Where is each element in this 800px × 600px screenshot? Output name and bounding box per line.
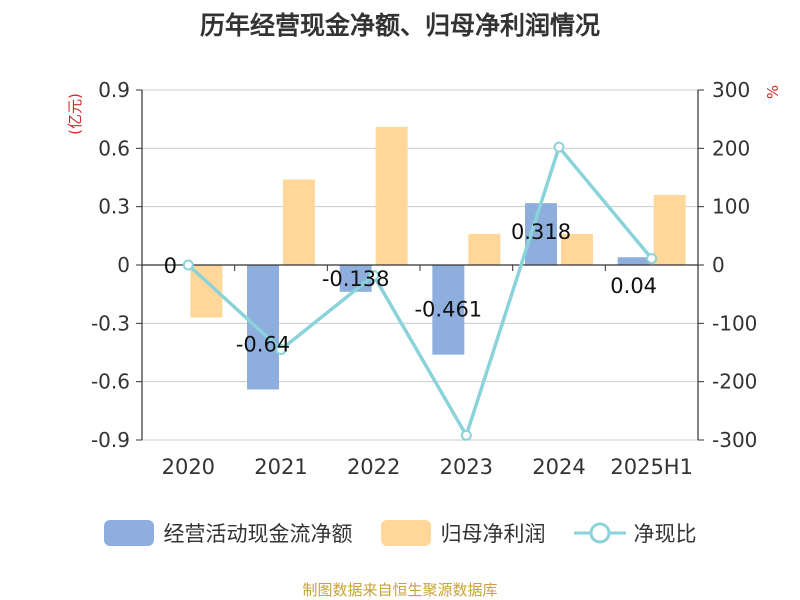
right-tick-label: -300	[712, 428, 757, 452]
ratio-line	[187, 143, 654, 440]
right-tick-label: -100	[712, 311, 757, 335]
x-category-label: 2020	[162, 455, 215, 479]
ratio-point	[182, 259, 194, 271]
cashflow-data-label: -0.461	[414, 298, 482, 322]
chart-title: 历年经营现金净额、归母净利润情况	[199, 11, 600, 40]
legend-item-net-profit[interactable]: 归母净利润	[380, 518, 546, 548]
cashflow-data-label: -0.138	[322, 267, 390, 291]
data-source-note: 制图数据来自恒生聚源数据库	[302, 581, 498, 599]
left-tick-label: 0	[117, 253, 130, 277]
x-category-label: 2022	[347, 455, 400, 479]
net-profit-bar	[653, 195, 686, 265]
net-profit-bar	[375, 126, 408, 265]
legend-label-cashflow: 经营活动现金流净额	[163, 522, 353, 546]
net-profit-bar	[283, 179, 315, 265]
left-tick-label: -0.6	[91, 370, 130, 394]
left-tick-label: -0.3	[91, 311, 130, 335]
cashflow-bar	[617, 257, 650, 265]
left-tick-label: 0.9	[98, 78, 130, 102]
left-tick-label: 0.3	[98, 195, 130, 219]
right-tick-label: 200	[712, 136, 750, 160]
ratio-point	[275, 344, 287, 356]
bars-layer	[190, 126, 686, 390]
cashflow-bar	[432, 265, 465, 355]
left-tick-label: 0.6	[98, 136, 130, 160]
legend-item-ratio[interactable]: 净现比	[573, 518, 697, 548]
cashflow-data-label: 0.04	[610, 274, 657, 298]
net-profit-bar	[561, 233, 593, 265]
right-tick-label: 0	[712, 253, 725, 277]
x-category-label: 2025H1	[610, 455, 693, 479]
cashflow-data-label: 0	[164, 254, 177, 278]
cashflow-bar	[247, 265, 279, 390]
legend-label-net-profit: 归母净利润	[440, 522, 546, 546]
legend-line-ratio-icon	[573, 522, 626, 544]
ratio-point	[460, 429, 472, 441]
right-tick-label: -200	[712, 370, 757, 394]
x-category-label: 2021	[254, 455, 307, 479]
right-tick-label: 300	[712, 78, 750, 102]
legend-swatch-cashflow	[103, 520, 154, 546]
right-axis-unit-label: %	[764, 85, 782, 99]
net-profit-bar	[468, 233, 501, 265]
axes-layer: 0.9 0.6 0.3 0 -0.3 -0.6 -0.9 300 200 100 0 -100 -200…	[66, 78, 782, 479]
legend-item-cashflow[interactable]: 经营活动现金流净额	[103, 518, 353, 548]
cashflow-bar	[339, 265, 372, 292]
data-labels-layer: 0 -0.64 -0.138 -0.461 0.318 0.04	[164, 220, 657, 356]
x-category-label: 2023	[440, 455, 493, 479]
left-tick-label: -0.9	[91, 428, 130, 452]
ratio-point	[368, 270, 380, 281]
left-axis-unit-label: (亿元)	[66, 93, 84, 135]
ratio-point	[553, 141, 565, 153]
ratio-line-layer	[182, 141, 658, 441]
legend-swatch-net-profit	[380, 520, 431, 546]
cashflow-data-label: -0.64	[236, 332, 290, 356]
grid-lines	[142, 89, 698, 441]
ratio-point	[646, 253, 658, 265]
x-category-label: 2024	[532, 455, 585, 479]
legend-label-ratio: 净现比	[633, 522, 697, 546]
right-tick-label: 100	[712, 195, 750, 219]
legend: 经营活动现金流净额 归母净利润 净现比	[0, 518, 800, 548]
cashflow-data-label: 0.318	[511, 220, 571, 244]
